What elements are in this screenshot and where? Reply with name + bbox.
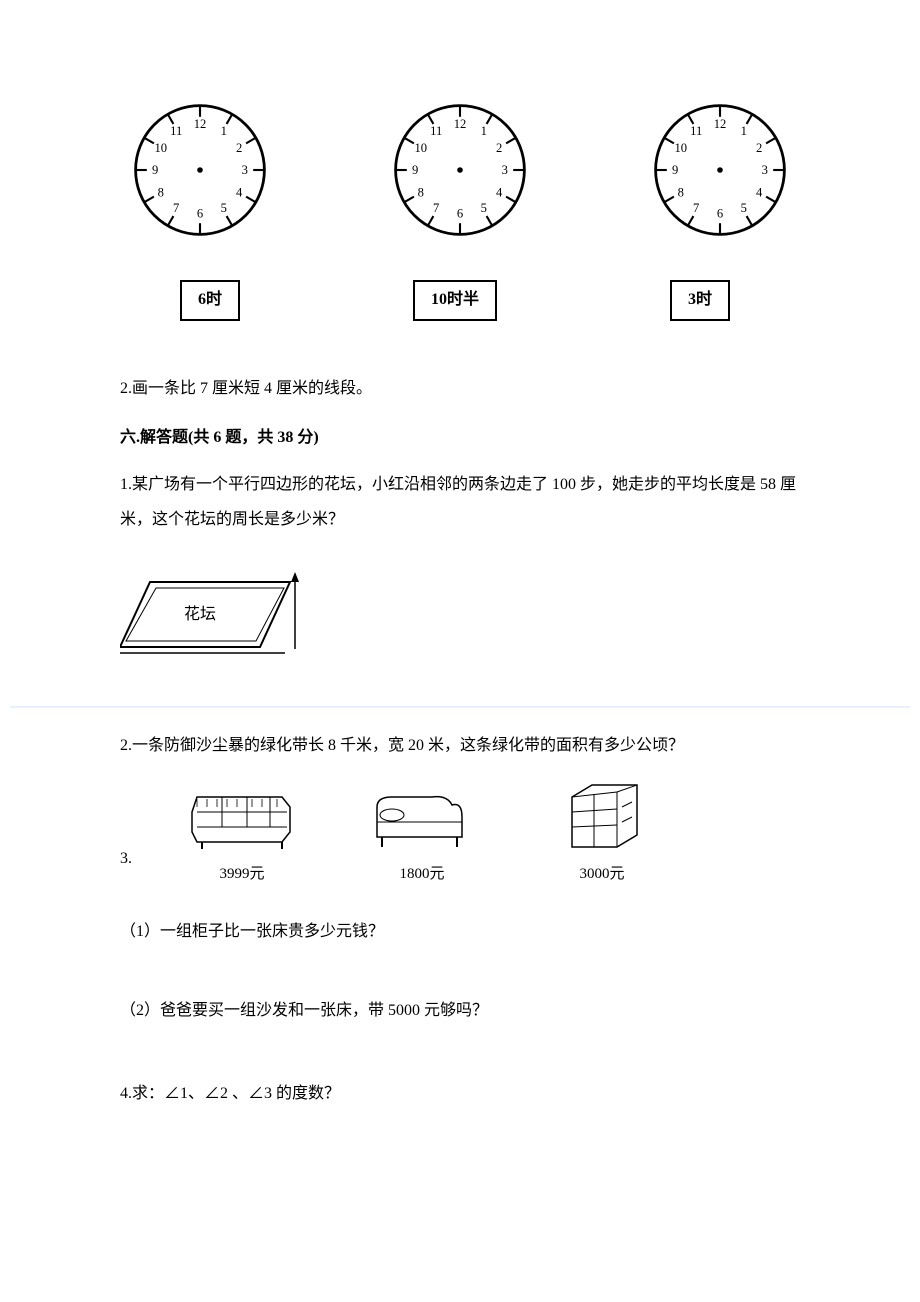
svg-text:5: 5 xyxy=(741,201,747,215)
clock-face-icon: 12 1 2 3 4 5 6 7 8 9 10 11 xyxy=(650,100,790,240)
svg-text:11: 11 xyxy=(170,124,182,138)
svg-text:4: 4 xyxy=(496,186,503,200)
svg-text:6: 6 xyxy=(197,207,203,221)
svg-text:8: 8 xyxy=(418,186,424,200)
question-3-number: 3. xyxy=(120,845,132,874)
svg-text:12: 12 xyxy=(714,117,727,131)
svg-text:11: 11 xyxy=(430,124,442,138)
svg-text:3: 3 xyxy=(242,163,248,177)
clock-face-icon: 12 1 2 3 4 5 6 7 8 9 10 11 xyxy=(130,100,270,240)
svg-text:4: 4 xyxy=(236,186,243,200)
svg-text:9: 9 xyxy=(672,163,678,177)
clock-2: 12 1 2 3 4 5 6 7 8 9 10 11 xyxy=(390,100,530,240)
svg-text:1: 1 xyxy=(221,124,227,138)
svg-text:8: 8 xyxy=(678,186,684,200)
flowerbed-diagram: 花坛 xyxy=(120,567,800,678)
svg-text:7: 7 xyxy=(693,201,699,215)
section-6-title: 六.解答题(共 6 题，共 38 分) xyxy=(120,424,800,453)
bed-price: 1800元 xyxy=(399,861,444,888)
svg-text:6: 6 xyxy=(717,207,723,221)
clock-1: 12 1 2 3 4 5 6 7 8 9 10 11 xyxy=(130,100,270,240)
question-4: 4.求：∠1、∠2 、∠3 的度数？ xyxy=(120,1076,800,1111)
svg-text:7: 7 xyxy=(433,201,439,215)
furniture-sofa: 3999元 xyxy=(182,777,302,888)
cabinet-price: 3000元 xyxy=(579,861,624,888)
svg-text:9: 9 xyxy=(152,163,158,177)
svg-text:8: 8 xyxy=(158,186,164,200)
question-2: 2.一条防御沙尘暴的绿化带长 8 千米，宽 20 米，这条绿化带的面积有多少公顷… xyxy=(120,728,800,763)
svg-text:2: 2 xyxy=(496,141,502,155)
svg-text:10: 10 xyxy=(155,141,168,155)
svg-text:5: 5 xyxy=(221,201,227,215)
question-3-sub1: （1）一组柜子比一张床贵多少元钱？ xyxy=(120,918,800,947)
sofa-icon xyxy=(182,777,302,857)
svg-text:1: 1 xyxy=(741,124,747,138)
svg-text:9: 9 xyxy=(412,163,418,177)
time-label-row: 6时 10时半 3时 xyxy=(120,280,800,321)
svg-text:2: 2 xyxy=(236,141,242,155)
svg-text:2: 2 xyxy=(756,141,762,155)
svg-text:6: 6 xyxy=(457,207,463,221)
parallelogram-icon: 花坛 xyxy=(120,567,320,667)
furniture-cabinet: 3000元 xyxy=(542,777,662,888)
furniture-row: 3. 3999元 1800元 xyxy=(120,777,800,888)
svg-text:12: 12 xyxy=(454,117,467,131)
svg-text:10: 10 xyxy=(415,141,428,155)
svg-text:12: 12 xyxy=(194,117,207,131)
question-1: 1.某广场有一个平行四边形的花坛，小红沿相邻的两条边走了 100 步，她走步的平… xyxy=(120,467,800,537)
svg-text:7: 7 xyxy=(173,201,179,215)
cabinet-icon xyxy=(542,777,662,857)
svg-text:4: 4 xyxy=(756,186,763,200)
sofa-price: 3999元 xyxy=(219,861,264,888)
svg-text:5: 5 xyxy=(481,201,487,215)
time-label-1: 6时 xyxy=(180,280,240,321)
svg-text:11: 11 xyxy=(690,124,702,138)
clock-row: 12 1 2 3 4 5 6 7 8 9 10 11 12 xyxy=(120,100,800,240)
svg-text:3: 3 xyxy=(502,163,508,177)
furniture-bed: 1800元 xyxy=(362,777,482,888)
svg-text:3: 3 xyxy=(762,163,768,177)
svg-text:1: 1 xyxy=(481,124,487,138)
flowerbed-label: 花坛 xyxy=(184,605,216,623)
time-label-3: 3时 xyxy=(670,280,730,321)
svg-text:10: 10 xyxy=(675,141,688,155)
time-label-2: 10时半 xyxy=(413,280,497,321)
clock-face-icon: 12 1 2 3 4 5 6 7 8 9 10 11 xyxy=(390,100,530,240)
clock-3: 12 1 2 3 4 5 6 7 8 9 10 11 xyxy=(650,100,790,240)
question-3-sub2: （2）爸爸要买一组沙发和一张床，带 5000 元够吗？ xyxy=(120,997,800,1026)
question-draw-line: 2.画一条比 7 厘米短 4 厘米的线段。 xyxy=(120,371,800,406)
bed-icon xyxy=(362,777,482,857)
